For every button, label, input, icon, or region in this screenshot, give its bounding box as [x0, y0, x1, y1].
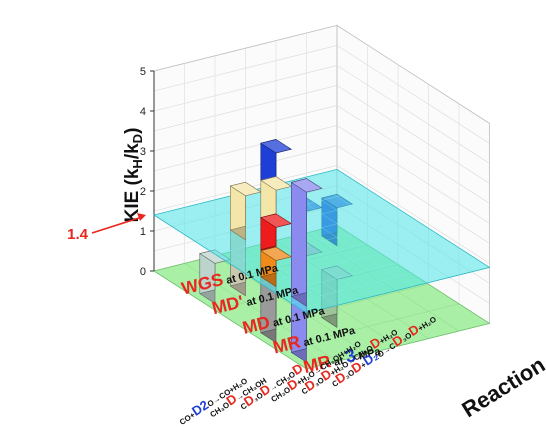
bar-face-side	[290, 178, 307, 297]
z-tick-label: 0	[140, 266, 146, 278]
bar-face-top	[229, 181, 262, 197]
bar-top-8	[260, 246, 293, 288]
reference-arrow	[91, 216, 143, 234]
z-tick-label: 2	[140, 186, 146, 198]
bar-face-top	[290, 178, 323, 193]
bar-5	[199, 249, 232, 304]
reference-label: 1.4	[67, 226, 89, 243]
z-tick-label: 5	[140, 66, 146, 78]
z-tick-label: 3	[140, 146, 146, 158]
bar-top-4	[229, 181, 262, 241]
reference-arrowhead	[137, 213, 146, 221]
bars-above-plane	[229, 139, 323, 307]
z-tick-label: 1	[140, 226, 146, 238]
z-axis: 0 1 2 3 4 5	[140, 66, 155, 278]
z-tick-label: 4	[140, 106, 146, 118]
bar-face-top	[260, 139, 293, 154]
x-axis-title: Reaction	[457, 352, 546, 422]
z-axis-title: KIE (kH/kD)	[122, 128, 145, 223]
bar-top-10	[290, 178, 323, 307]
